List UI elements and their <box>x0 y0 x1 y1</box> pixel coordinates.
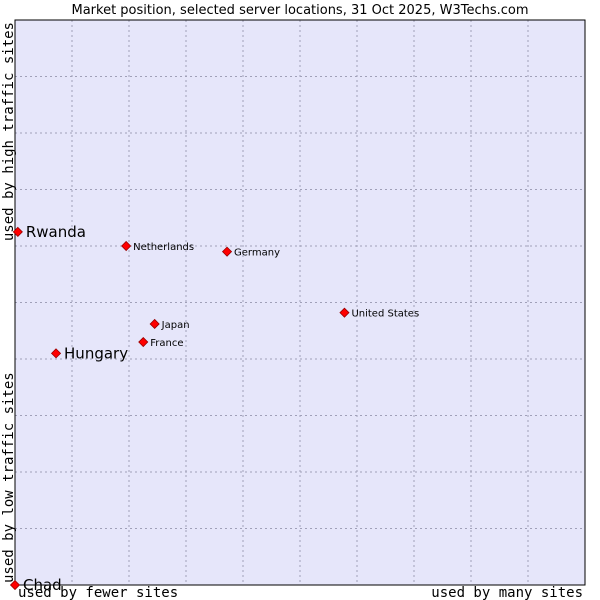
data-points: Rwanda Netherlands Germany United States Jap… <box>9 223 419 594</box>
x-axis-label-right: used by many sites <box>431 585 583 600</box>
point-label-rwanda: Rwanda <box>26 223 86 241</box>
point-label-japan: Japan <box>161 320 190 331</box>
y-axis-label-top: used by high traffic sites <box>1 22 17 241</box>
y-axis-label-bottom: used by low traffic sites <box>1 372 17 583</box>
point-marker-japan <box>149 318 160 330</box>
point-label-germany: Germany <box>234 248 280 259</box>
point-marker-germany <box>221 246 233 257</box>
point-marker-hungary <box>50 348 62 359</box>
grid-lines <box>15 20 585 585</box>
point-label-france: France <box>150 338 183 349</box>
point-marker-netherlands <box>121 240 132 252</box>
point-marker-united-states <box>339 307 350 318</box>
plot-border <box>14 19 586 586</box>
point-marker-france <box>138 336 149 348</box>
point-label-netherlands: Netherlands <box>133 242 194 253</box>
point-marker-rwanda <box>12 226 23 237</box>
point-label-chad: Chad <box>23 576 62 594</box>
x-axis-label-left: used by fewer sites <box>18 585 178 600</box>
point-marker-chad <box>9 579 21 591</box>
chart-title: Market position, selected server locatio… <box>71 3 528 18</box>
point-label-united-states: United States <box>351 309 419 320</box>
point-label-hungary: Hungary <box>64 344 128 362</box>
